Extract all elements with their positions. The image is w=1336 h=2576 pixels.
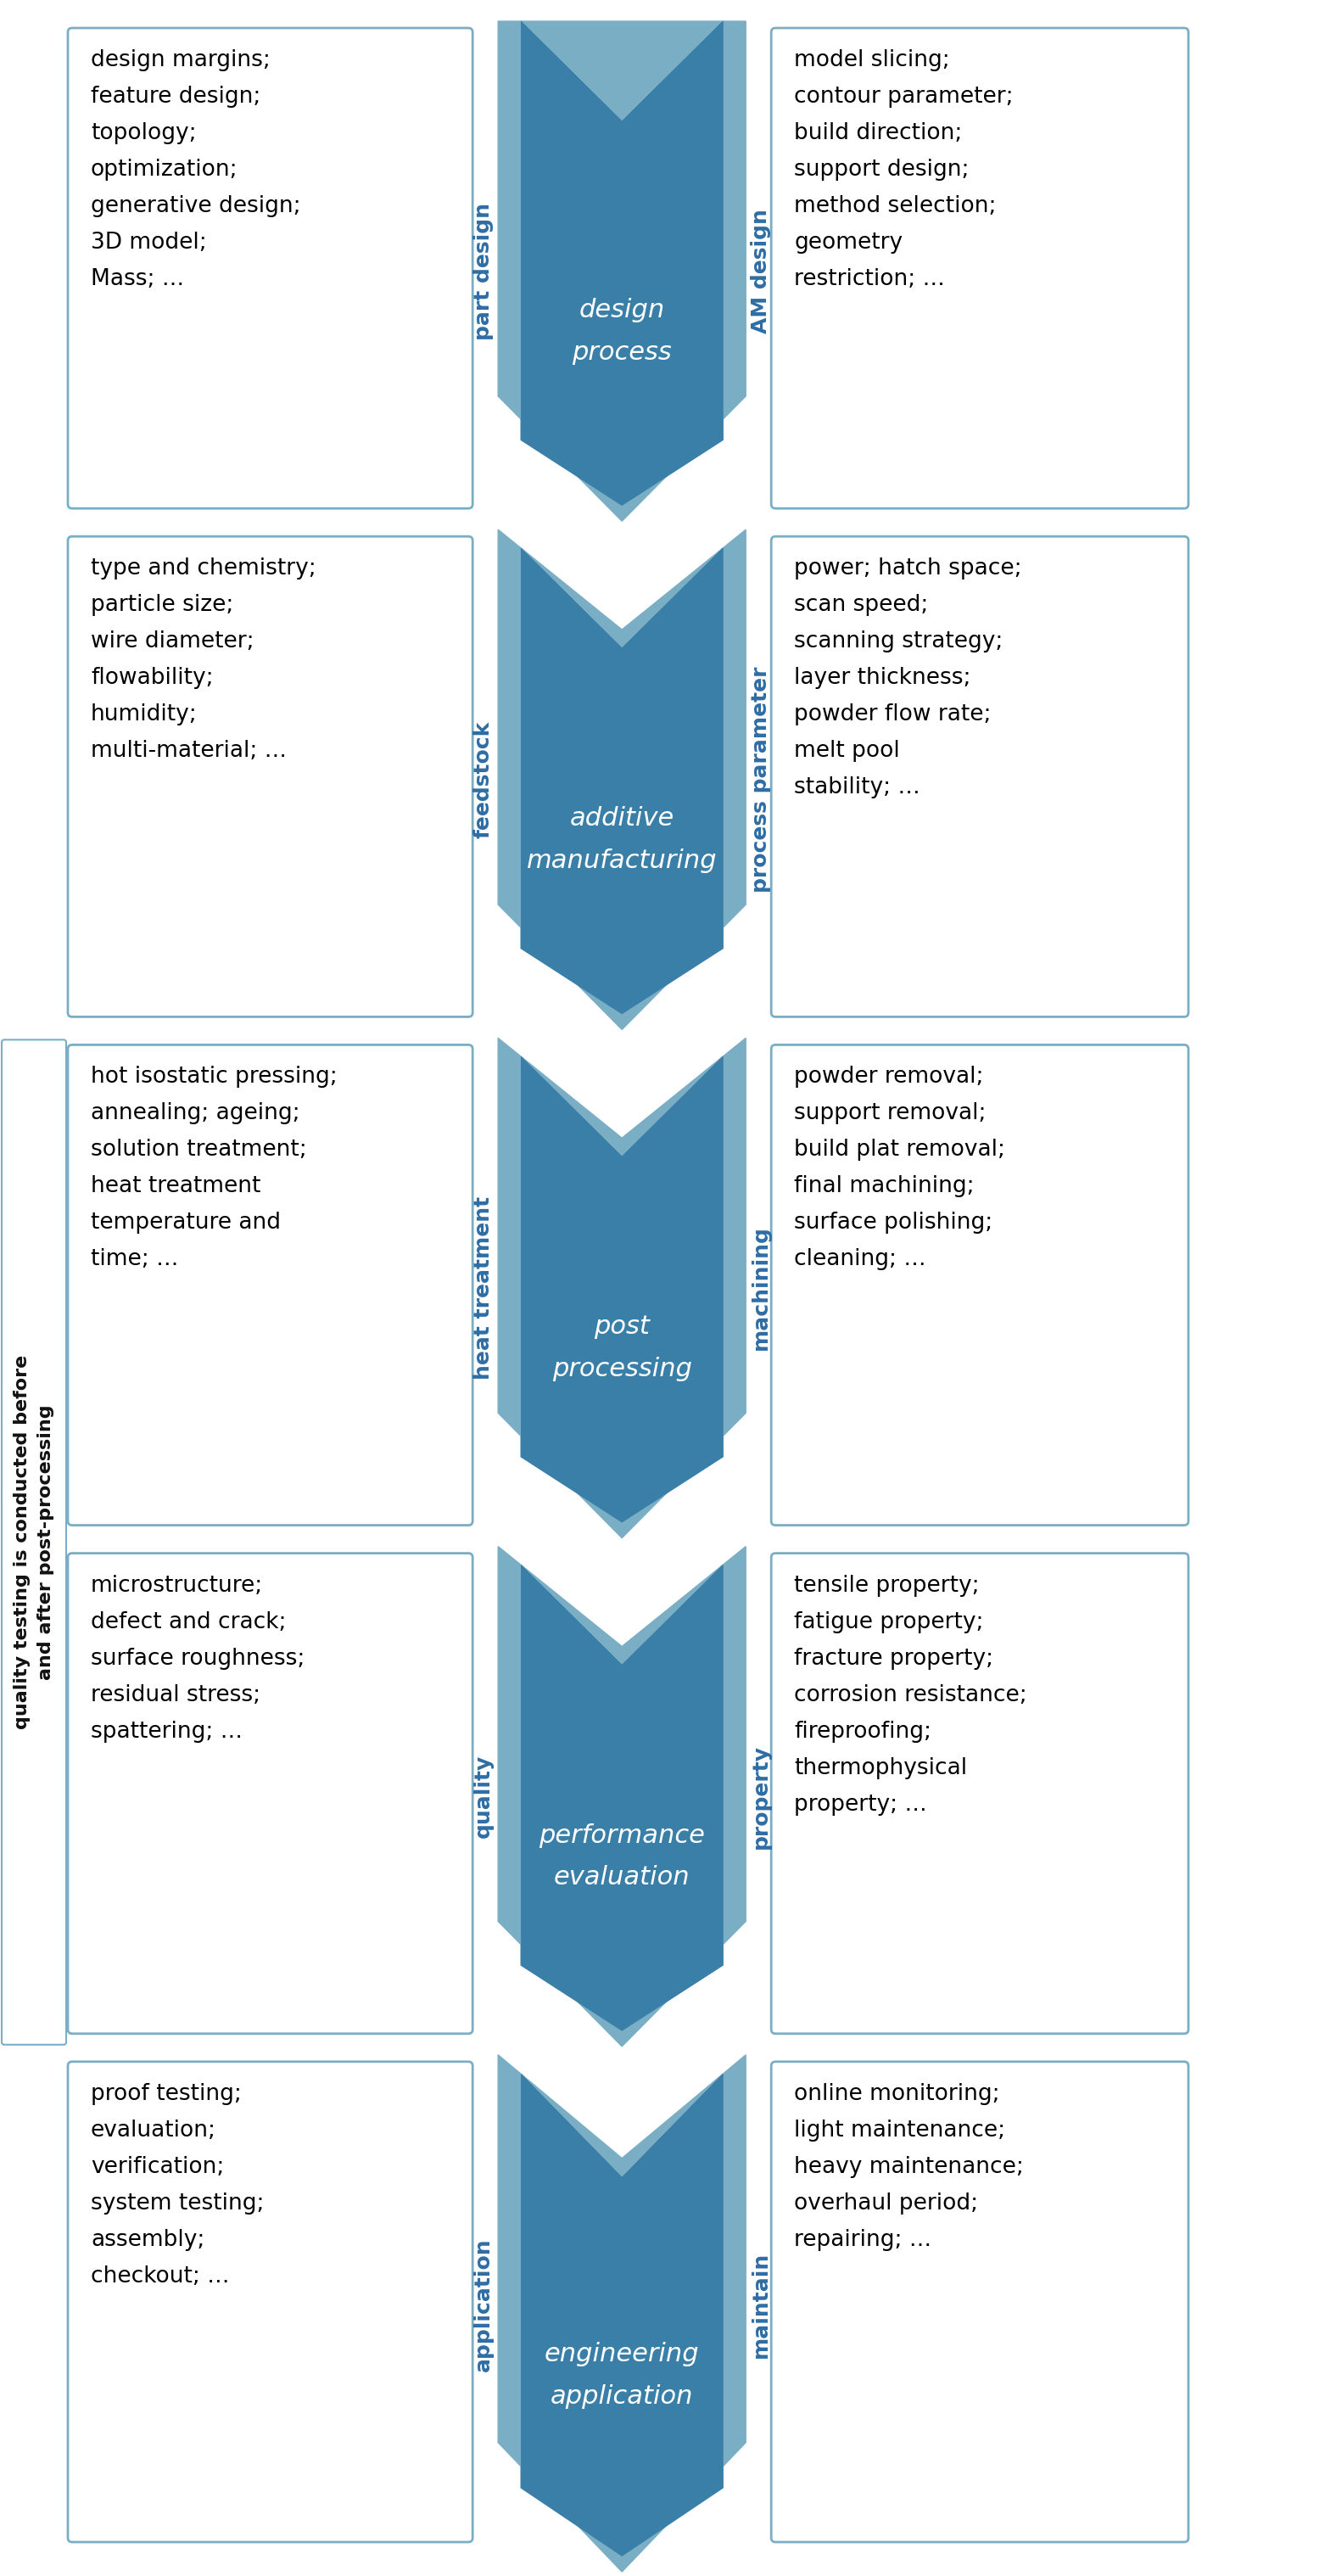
- Polygon shape: [521, 21, 723, 502]
- Text: heat treatment: heat treatment: [473, 1195, 493, 1381]
- FancyBboxPatch shape: [68, 536, 473, 1018]
- Polygon shape: [521, 1566, 723, 2027]
- Text: powder removal;
support removal;
build plat removal;
final machining;
surface po: powder removal; support removal; build p…: [794, 1066, 1006, 1270]
- Text: power; hatch space;
scan speed;
scanning strategy;
layer thickness;
powder flow : power; hatch space; scan speed; scanning…: [794, 556, 1022, 799]
- Polygon shape: [521, 2074, 723, 2553]
- Text: process parameter: process parameter: [751, 667, 771, 894]
- Text: additive
manufacturing: additive manufacturing: [526, 806, 717, 873]
- Text: model slicing;
contour parameter;
build direction;
support design;
method select: model slicing; contour parameter; build …: [794, 49, 1014, 291]
- Polygon shape: [521, 549, 723, 1012]
- Polygon shape: [498, 1038, 745, 1538]
- Text: type and chemistry;
particle size;
wire diameter;
flowability;
humidity;
multi-m: type and chemistry; particle size; wire …: [91, 556, 317, 762]
- Polygon shape: [521, 21, 723, 505]
- Text: quality: quality: [473, 1754, 493, 1839]
- Text: AM design: AM design: [751, 209, 771, 332]
- FancyBboxPatch shape: [771, 2061, 1189, 2543]
- Polygon shape: [521, 2074, 723, 2555]
- Text: tensile property;
fatigue property;
fracture property;
corrosion resistance;
fir: tensile property; fatigue property; frac…: [794, 1574, 1027, 1816]
- FancyBboxPatch shape: [771, 1046, 1189, 1525]
- Polygon shape: [498, 21, 745, 520]
- Text: maintain: maintain: [751, 2251, 771, 2357]
- Text: application: application: [473, 2239, 493, 2372]
- FancyBboxPatch shape: [771, 1553, 1189, 2032]
- Text: feedstock: feedstock: [473, 721, 493, 837]
- FancyBboxPatch shape: [68, 1046, 473, 1525]
- Text: post
processing: post processing: [552, 1314, 692, 1381]
- Polygon shape: [521, 1056, 723, 1520]
- FancyBboxPatch shape: [1, 1041, 67, 2045]
- Text: quality testing is conducted before
and after post-processing: quality testing is conducted before and …: [13, 1355, 55, 1728]
- Text: design
process: design process: [572, 299, 672, 366]
- Text: part design: part design: [473, 204, 493, 340]
- Text: property: property: [751, 1744, 771, 1850]
- FancyBboxPatch shape: [771, 536, 1189, 1018]
- Text: performance
evaluation: performance evaluation: [538, 1824, 705, 1891]
- FancyBboxPatch shape: [68, 28, 473, 507]
- FancyBboxPatch shape: [771, 28, 1189, 507]
- Text: design margins;
feature design;
topology;
optimization;
generative design;
3D mo: design margins; feature design; topology…: [91, 49, 301, 291]
- FancyBboxPatch shape: [68, 2061, 473, 2543]
- Text: online monitoring;
light maintenance;
heavy maintenance;
overhaul period;
repair: online monitoring; light maintenance; he…: [794, 2084, 1023, 2251]
- Text: machining: machining: [751, 1226, 771, 1350]
- Polygon shape: [521, 1566, 723, 2030]
- Polygon shape: [498, 531, 745, 1030]
- Polygon shape: [498, 1546, 745, 2045]
- Polygon shape: [521, 1056, 723, 1522]
- Text: hot isostatic pressing;
annealing; ageing;
solution treatment;
heat treatment
te: hot isostatic pressing; annealing; agein…: [91, 1066, 338, 1270]
- Polygon shape: [521, 549, 723, 1012]
- Polygon shape: [498, 2056, 745, 2571]
- FancyBboxPatch shape: [68, 1553, 473, 2032]
- Text: engineering
application: engineering application: [545, 2342, 700, 2409]
- Text: proof testing;
evaluation;
verification;
system testing;
assembly;
checkout; …: proof testing; evaluation; verification;…: [91, 2084, 265, 2287]
- Text: microstructure;
defect and crack;
surface roughness;
residual stress;
spattering: microstructure; defect and crack; surfac…: [91, 1574, 305, 1741]
